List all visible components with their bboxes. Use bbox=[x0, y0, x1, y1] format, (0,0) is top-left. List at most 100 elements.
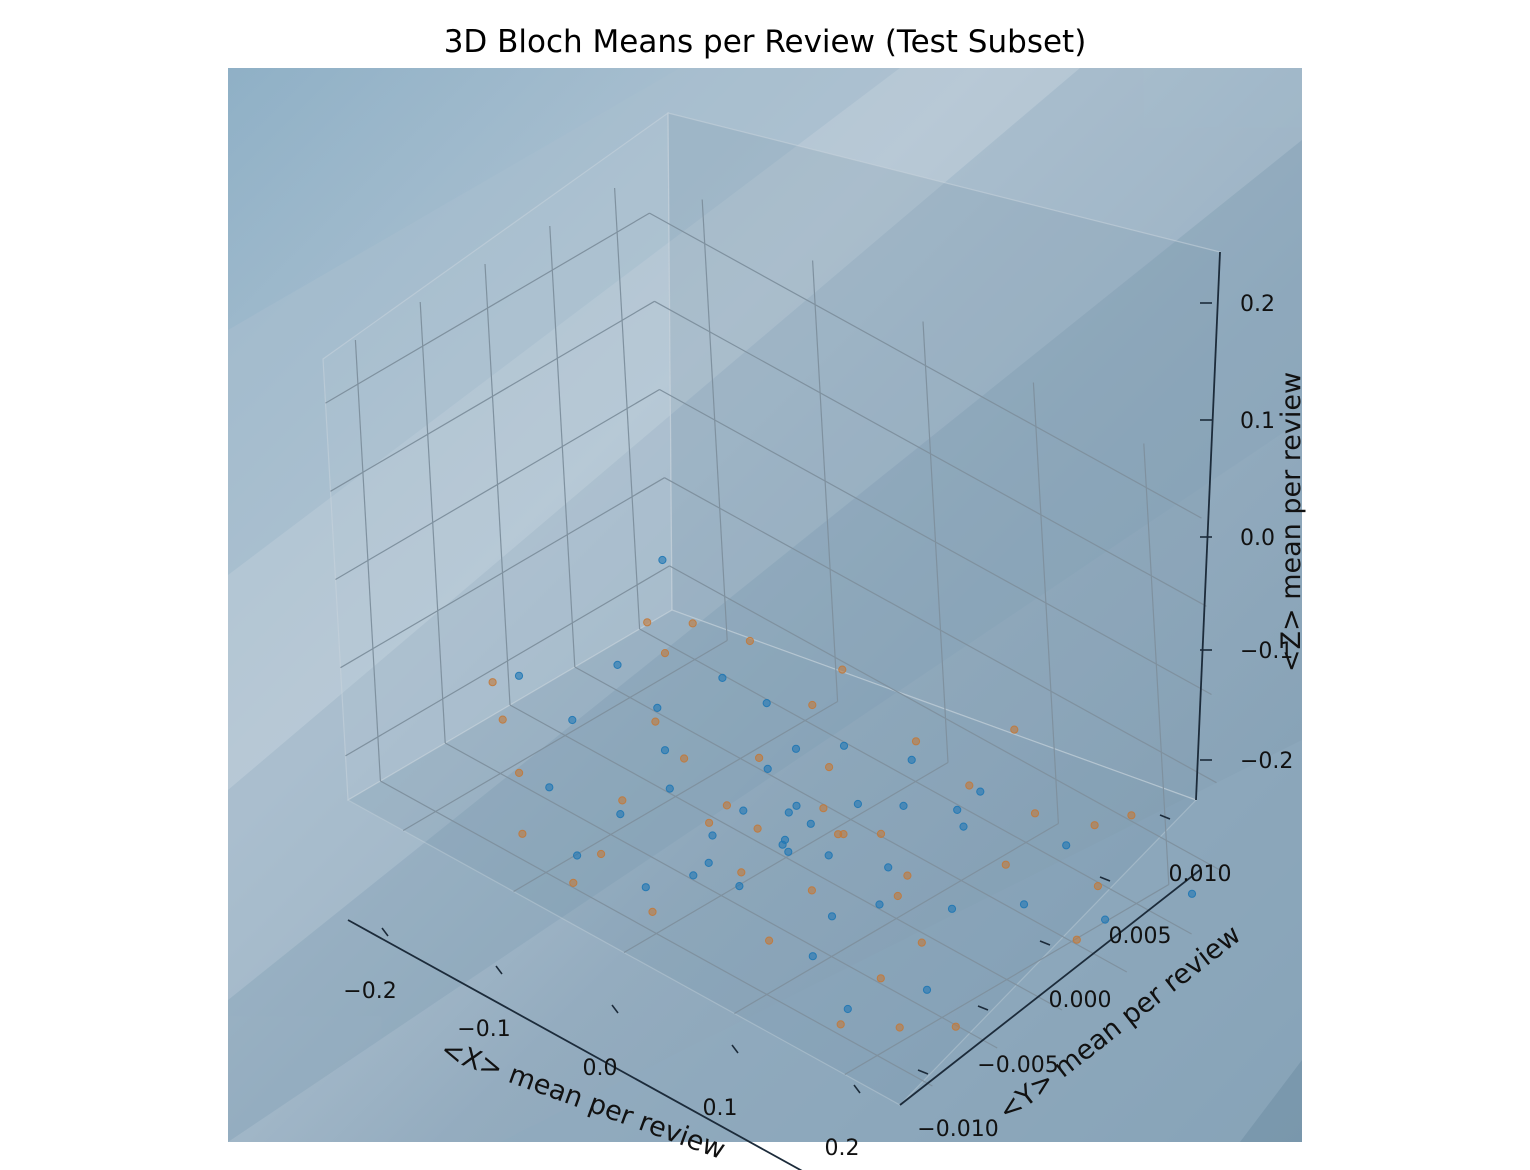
x-tick-label-2: 0.0 bbox=[583, 1056, 618, 1081]
y-tick-mark-1 bbox=[977, 1005, 989, 1011]
scatter-point-s0-13 bbox=[791, 744, 801, 753]
scatter-point-s0-19 bbox=[735, 882, 744, 891]
x-tick-mark-1 bbox=[495, 965, 503, 975]
scatter-point-s0-0 bbox=[784, 808, 793, 817]
scatter-point-s0-37 bbox=[780, 835, 790, 845]
y-tick-mark-3 bbox=[1099, 876, 1111, 882]
z-tick-label-0: −0.2 bbox=[1240, 749, 1293, 774]
scatter-points bbox=[488, 555, 1197, 1032]
y-tick-label-1: −0.005 bbox=[977, 1053, 1058, 1078]
scatter-point-s1-16 bbox=[808, 700, 817, 710]
scatter-point-s1-20 bbox=[498, 715, 507, 724]
scatter-point-s0-21 bbox=[959, 822, 968, 831]
z-axis-label: <Z> mean per review bbox=[1276, 372, 1307, 672]
scatter-point-s1-35 bbox=[569, 878, 578, 888]
tick-labels: −0.2 −0.1 0.0 0.1 0.2 −0.010 −0.005 0.000 0.005 0… bbox=[343, 292, 1293, 1161]
scatter-point-s1-8 bbox=[819, 804, 828, 813]
scatter-point-s0-5 bbox=[665, 784, 674, 793]
scatter-point-s0-23 bbox=[1019, 900, 1029, 909]
scatter-point-s1-2 bbox=[807, 886, 817, 895]
scatter-point-s0-7 bbox=[708, 831, 717, 840]
scatter-point-s0-28 bbox=[514, 671, 524, 680]
grid-line-back-z-0 bbox=[669, 565, 1222, 872]
scatter-point-s1-26 bbox=[643, 618, 652, 627]
z-tick-label-3: 0.1 bbox=[1240, 409, 1275, 434]
scatter-point-s1-21 bbox=[1030, 809, 1040, 818]
scatter-point-s0-16 bbox=[947, 904, 957, 913]
scatter-point-s0-42 bbox=[806, 819, 815, 828]
y-tick-label-0: −0.010 bbox=[917, 1117, 998, 1142]
scatter-point-s1-27 bbox=[836, 1020, 845, 1029]
scatter-point-s0-22 bbox=[568, 715, 577, 725]
scatter-point-s0-9 bbox=[660, 746, 670, 755]
grid-line-left-z-1 bbox=[340, 477, 665, 669]
scatter-point-s1-43 bbox=[1010, 725, 1019, 734]
scatter-point-s0-35 bbox=[545, 783, 554, 792]
scatter-point-s1-13 bbox=[1093, 882, 1103, 891]
scatter-point-s0-31 bbox=[613, 660, 622, 670]
grid-line-floor-y-1 bbox=[444, 742, 998, 1049]
x-tick-mark-3 bbox=[731, 1044, 739, 1054]
scatter-point-s1-37 bbox=[834, 830, 843, 839]
scatter-point-s1-22 bbox=[518, 829, 527, 838]
grid-line-back-z-3 bbox=[654, 300, 1207, 607]
scatter-point-s1-38 bbox=[688, 619, 697, 628]
grid-line-left-z-2 bbox=[335, 388, 660, 581]
scatter-point-s1-15 bbox=[765, 936, 774, 945]
scatter-point-s1-23 bbox=[648, 907, 657, 917]
y-tick-label-2: 0.000 bbox=[1049, 988, 1112, 1013]
scatter-point-s1-42 bbox=[951, 1022, 960, 1031]
scatter-point-s0-24 bbox=[907, 755, 916, 765]
scatter-point-s0-30 bbox=[922, 985, 932, 994]
scatter-point-s1-30 bbox=[876, 829, 886, 839]
scatter-point-s0-15 bbox=[653, 703, 662, 713]
grid-line-back-z-4 bbox=[649, 212, 1202, 519]
scatter-point-s0-41 bbox=[718, 673, 727, 683]
scatter-point-s1-36 bbox=[838, 665, 847, 674]
scatter-point-s1-33 bbox=[680, 754, 689, 763]
grid-line-back-z-1 bbox=[664, 477, 1217, 784]
y-tick-mark-2 bbox=[1039, 940, 1051, 946]
x-tick-label-4: 0.2 bbox=[825, 1136, 860, 1161]
scatter-point-s1-31 bbox=[705, 818, 714, 827]
scatter-point-s0-40 bbox=[658, 555, 667, 565]
scatter-point-s1-14 bbox=[660, 649, 670, 658]
scatter-point-s1-34 bbox=[1090, 821, 1099, 830]
scatter-point-s1-39 bbox=[1127, 811, 1136, 820]
scatter-point-s1-5 bbox=[618, 796, 627, 805]
y-tick-label-3: 0.005 bbox=[1109, 924, 1172, 949]
scatter-point-s0-20 bbox=[616, 810, 625, 819]
scatter-point-s0-43 bbox=[953, 805, 962, 815]
scatter-point-s1-17 bbox=[965, 781, 974, 790]
scatter-point-s1-1 bbox=[722, 801, 732, 810]
grid-line-floor-y-0 bbox=[380, 780, 933, 1087]
scatter-point-s1-29 bbox=[753, 824, 762, 833]
x-tick-mark-2 bbox=[611, 1004, 619, 1014]
scatter-point-s0-25 bbox=[641, 883, 650, 892]
scatter-point-s0-2 bbox=[763, 764, 772, 774]
x-tick-mark-0 bbox=[381, 927, 389, 937]
y-tick-label-4: 0.010 bbox=[1169, 862, 1232, 887]
grid-line-back-z-2 bbox=[659, 388, 1212, 696]
scatter-point-s0-39 bbox=[784, 847, 793, 856]
scatter-point-s0-34 bbox=[1187, 889, 1197, 898]
scatter-point-s0-29 bbox=[1101, 915, 1110, 924]
scatter-point-s1-7 bbox=[651, 717, 660, 726]
scatter-point-s0-10 bbox=[875, 900, 884, 909]
scatter-point-s1-28 bbox=[745, 636, 755, 646]
grid-line-left-z-0 bbox=[345, 565, 670, 757]
grid-line-left-z-4 bbox=[325, 212, 650, 404]
scatter-point-s1-19 bbox=[895, 1023, 904, 1032]
x-tick-label-1: −0.1 bbox=[457, 1017, 510, 1042]
scatter-point-s0-32 bbox=[976, 787, 985, 796]
scatter-point-s0-18 bbox=[839, 741, 849, 750]
scatter-point-s0-26 bbox=[808, 952, 817, 961]
scatter-point-s0-44 bbox=[843, 1004, 852, 1014]
scatter-point-s1-9 bbox=[737, 868, 746, 877]
scatter-point-s0-33 bbox=[573, 851, 582, 860]
scatter-point-s1-32 bbox=[893, 891, 902, 901]
scatter-point-s0-17 bbox=[689, 871, 698, 880]
scatter-point-s1-40 bbox=[876, 974, 885, 983]
axis-lines bbox=[347, 251, 1221, 1170]
